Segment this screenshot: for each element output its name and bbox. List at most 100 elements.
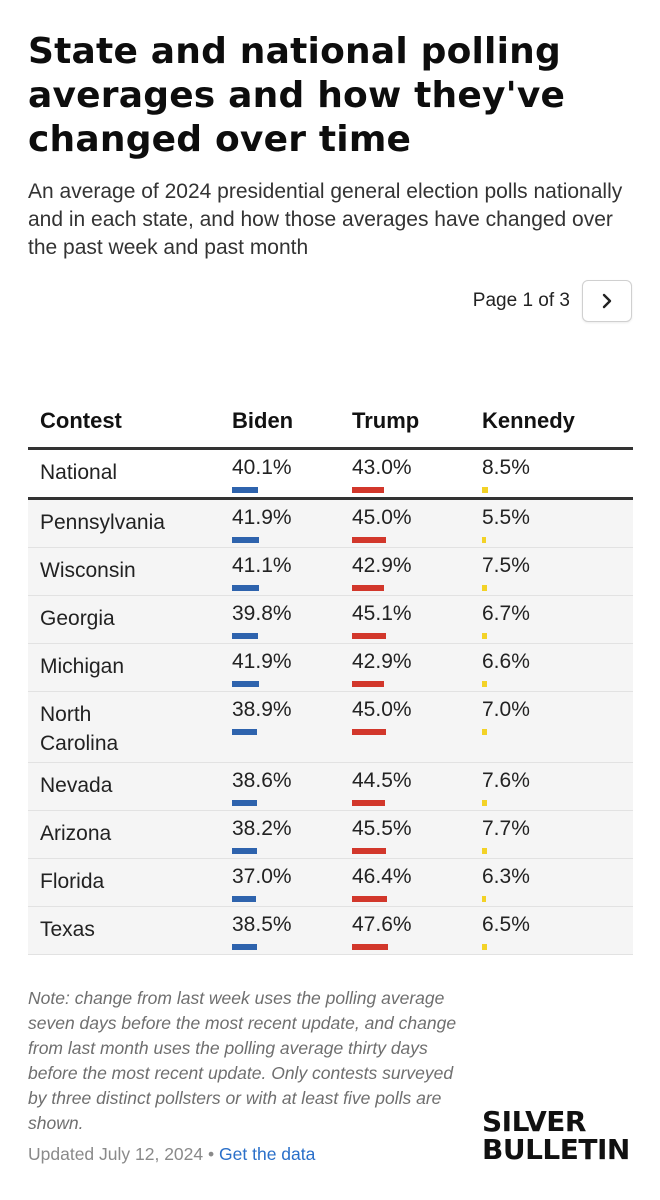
biden-bar bbox=[232, 848, 257, 854]
contest-name: Wisconsin bbox=[40, 559, 136, 582]
trump-value: 46.4% bbox=[352, 865, 412, 888]
trump-bar bbox=[352, 681, 384, 687]
biden-value: 40.1% bbox=[232, 456, 292, 479]
biden-bar bbox=[232, 633, 258, 639]
footer-separator: • bbox=[208, 1144, 215, 1164]
column-header-biden: Biden bbox=[220, 395, 340, 450]
table-row: Georgia 39.8% 45.1% 6.7% bbox=[28, 595, 633, 644]
trump-bar bbox=[352, 729, 386, 735]
trump-value: 45.0% bbox=[352, 698, 412, 721]
trump-cell: 45.0% bbox=[340, 498, 470, 548]
contest-name: Michigan bbox=[40, 655, 125, 678]
biden-bar bbox=[232, 729, 257, 735]
contest-cell: Texas bbox=[28, 906, 220, 955]
biden-bar bbox=[232, 487, 258, 493]
trump-value: 43.0% bbox=[352, 456, 412, 479]
trump-bar bbox=[352, 800, 385, 806]
trump-bar bbox=[352, 537, 386, 543]
trump-cell: 44.5% bbox=[340, 762, 470, 811]
trump-bar bbox=[352, 487, 384, 493]
kennedy-bar bbox=[482, 800, 487, 806]
silver-bulletin-logo: SILVER BULLETIN bbox=[482, 1108, 638, 1164]
trump-value: 42.9% bbox=[352, 554, 412, 577]
table-body: National 40.1% 43.0% 8.5% Pennsylvania 41.9% 4… bbox=[28, 448, 633, 955]
logo-line-2: BULLETIN bbox=[482, 1133, 630, 1166]
kennedy-bar bbox=[482, 729, 487, 735]
table-row: Nevada 38.6% 44.5% 7.6% bbox=[28, 762, 633, 811]
kennedy-cell: 6.7% bbox=[470, 595, 633, 644]
trump-cell: 45.1% bbox=[340, 595, 470, 644]
kennedy-value: 6.6% bbox=[482, 650, 530, 673]
contest-cell: National bbox=[28, 448, 220, 500]
kennedy-cell: 8.5% bbox=[470, 448, 633, 500]
get-the-data-link[interactable]: Get the data bbox=[219, 1144, 316, 1164]
biden-value: 39.8% bbox=[232, 602, 292, 625]
biden-value: 41.1% bbox=[232, 554, 292, 577]
column-header-kennedy: Kennedy bbox=[470, 395, 633, 450]
polling-table: Contest Biden Trump Kennedy National 40.1… bbox=[28, 395, 633, 955]
table-row: North Carolina 38.9% 45.0% 7.0% bbox=[28, 691, 633, 763]
contest-cell: Arizona bbox=[28, 810, 220, 859]
trump-bar bbox=[352, 848, 386, 854]
kennedy-value: 5.5% bbox=[482, 506, 530, 529]
kennedy-bar bbox=[482, 896, 486, 902]
kennedy-cell: 7.7% bbox=[470, 810, 633, 859]
contest-cell: Nevada bbox=[28, 762, 220, 811]
contest-name: Pennsylvania bbox=[40, 511, 165, 534]
table-row: Pennsylvania 41.9% 45.0% 5.5% bbox=[28, 498, 633, 548]
biden-value: 38.6% bbox=[232, 769, 292, 792]
contest-name: Nevada bbox=[40, 774, 113, 797]
kennedy-bar bbox=[482, 848, 487, 854]
trump-cell: 45.5% bbox=[340, 810, 470, 859]
trump-value: 45.0% bbox=[352, 506, 412, 529]
biden-cell: 41.1% bbox=[220, 547, 340, 596]
table-row: Florida 37.0% 46.4% 6.3% bbox=[28, 858, 633, 907]
kennedy-value: 6.5% bbox=[482, 913, 530, 936]
contest-cell: Georgia bbox=[28, 595, 220, 644]
biden-cell: 40.1% bbox=[220, 448, 340, 500]
contest-cell: Michigan bbox=[28, 643, 220, 692]
biden-bar bbox=[232, 896, 256, 902]
contest-name: Arizona bbox=[40, 822, 112, 845]
trump-cell: 46.4% bbox=[340, 858, 470, 907]
kennedy-cell: 6.6% bbox=[470, 643, 633, 692]
kennedy-value: 7.6% bbox=[482, 769, 530, 792]
trump-cell: 47.6% bbox=[340, 906, 470, 955]
kennedy-bar bbox=[482, 944, 487, 950]
logo-line-1: SILVER bbox=[482, 1105, 586, 1138]
methodology-note: Note: change from last week uses the pol… bbox=[28, 988, 457, 1133]
biden-value: 41.9% bbox=[232, 650, 292, 673]
kennedy-cell: 6.3% bbox=[470, 858, 633, 907]
contest-cell: Florida bbox=[28, 858, 220, 907]
table-row: National 40.1% 43.0% 8.5% bbox=[28, 448, 633, 500]
biden-bar bbox=[232, 585, 259, 591]
trump-value: 45.5% bbox=[352, 817, 412, 840]
table-row: Michigan 41.9% 42.9% 6.6% bbox=[28, 643, 633, 692]
kennedy-cell: 7.5% bbox=[470, 547, 633, 596]
contest-name: Florida bbox=[40, 870, 105, 893]
kennedy-cell: 7.0% bbox=[470, 691, 633, 763]
kennedy-bar bbox=[482, 633, 487, 639]
chart-subtitle: An average of 2024 presidential general … bbox=[28, 180, 623, 259]
contest-cell: North Carolina bbox=[28, 691, 220, 763]
next-page-button[interactable] bbox=[582, 280, 632, 322]
contest-name: North Carolina bbox=[40, 703, 119, 755]
column-header-contest: Contest bbox=[28, 395, 220, 450]
trump-cell: 45.0% bbox=[340, 691, 470, 763]
trump-value: 42.9% bbox=[352, 650, 412, 673]
updated-date: Updated July 12, 2024 bbox=[28, 1144, 204, 1164]
biden-cell: 38.5% bbox=[220, 906, 340, 955]
biden-value: 38.9% bbox=[232, 698, 292, 721]
biden-cell: 38.9% bbox=[220, 691, 340, 763]
kennedy-cell: 6.5% bbox=[470, 906, 633, 955]
kennedy-value: 7.0% bbox=[482, 698, 530, 721]
kennedy-value: 8.5% bbox=[482, 456, 530, 479]
kennedy-bar bbox=[482, 585, 487, 591]
kennedy-bar bbox=[482, 537, 486, 543]
biden-cell: 39.8% bbox=[220, 595, 340, 644]
kennedy-bar bbox=[482, 487, 488, 493]
biden-cell: 38.2% bbox=[220, 810, 340, 859]
kennedy-value: 6.7% bbox=[482, 602, 530, 625]
kennedy-cell: 7.6% bbox=[470, 762, 633, 811]
trump-cell: 43.0% bbox=[340, 448, 470, 500]
